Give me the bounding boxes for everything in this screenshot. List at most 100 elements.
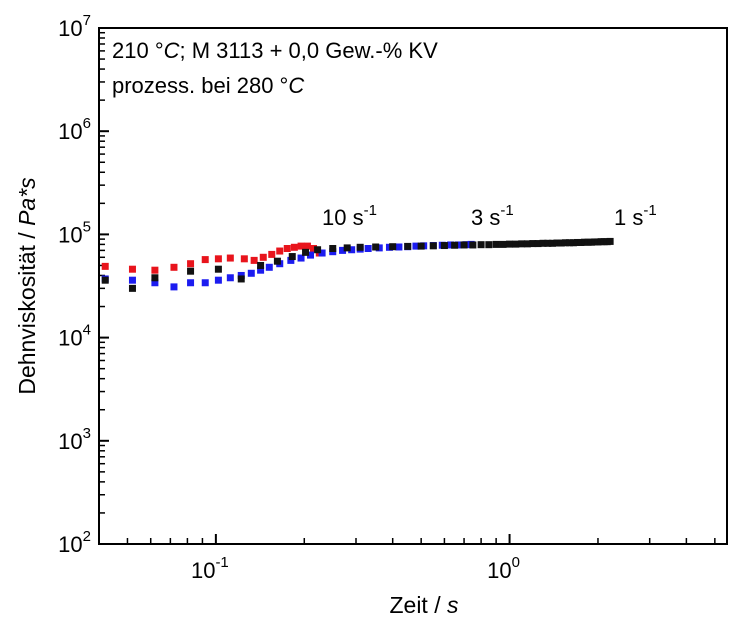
x-axis-title: Zeit / s bbox=[389, 592, 459, 618]
data-point bbox=[412, 242, 420, 250]
data-point bbox=[187, 267, 195, 275]
data-point bbox=[151, 279, 159, 287]
data-point bbox=[577, 238, 585, 246]
data-point bbox=[226, 254, 234, 262]
data-point bbox=[499, 240, 507, 248]
data-point bbox=[297, 242, 305, 250]
data-point bbox=[477, 241, 485, 249]
axis-ticks: 102 103 104 105 106 107 10-1 100 bbox=[58, 12, 716, 583]
data-point bbox=[606, 237, 614, 245]
data-point bbox=[283, 245, 291, 253]
data-point bbox=[237, 275, 245, 283]
data-point bbox=[506, 240, 514, 248]
data-point bbox=[265, 263, 273, 271]
data-point bbox=[356, 243, 364, 251]
data-point bbox=[290, 243, 298, 251]
data-point bbox=[512, 240, 520, 248]
data-point bbox=[151, 274, 159, 282]
x-tick-label: 10-1 bbox=[191, 554, 229, 583]
data-point bbox=[460, 241, 468, 249]
y-tick-label: 102 bbox=[58, 528, 91, 557]
y-tick-label: 107 bbox=[58, 12, 91, 41]
y-tick-label: 105 bbox=[58, 218, 91, 247]
data-point bbox=[451, 241, 459, 249]
data-point bbox=[187, 260, 195, 268]
data-point bbox=[348, 246, 356, 254]
series-label-3: 3 s-1 bbox=[471, 202, 514, 230]
data-point bbox=[307, 251, 315, 259]
data-point bbox=[303, 242, 311, 250]
data-point bbox=[247, 269, 255, 277]
data-point bbox=[404, 242, 412, 250]
data-point bbox=[573, 238, 581, 246]
data-point bbox=[257, 261, 265, 269]
data-point bbox=[447, 241, 455, 249]
data-point bbox=[250, 256, 258, 264]
data-point bbox=[389, 243, 397, 251]
data-point bbox=[273, 257, 281, 265]
data-point bbox=[302, 248, 310, 256]
data-point bbox=[395, 243, 403, 251]
data-point bbox=[288, 253, 296, 261]
data-point bbox=[128, 265, 136, 273]
data-point bbox=[170, 263, 178, 271]
data-point bbox=[566, 239, 574, 247]
data-point bbox=[440, 242, 448, 250]
data-point bbox=[548, 239, 556, 247]
data-point bbox=[214, 255, 222, 263]
data-point bbox=[128, 276, 136, 284]
data-point bbox=[339, 246, 347, 254]
data-point bbox=[469, 241, 477, 249]
data-point bbox=[417, 242, 425, 250]
data-point bbox=[214, 276, 222, 284]
y-tick-label: 106 bbox=[58, 115, 91, 144]
data-point bbox=[297, 254, 305, 262]
x-tick-label: 100 bbox=[487, 554, 520, 583]
data-point bbox=[310, 245, 318, 253]
data-point bbox=[375, 244, 383, 252]
data-point bbox=[257, 266, 265, 274]
data-point bbox=[539, 239, 547, 247]
y-axis-title: Dehnviskosität / Pa*s bbox=[14, 177, 40, 395]
data-point bbox=[518, 240, 526, 248]
data-point bbox=[268, 250, 276, 258]
data-point bbox=[372, 243, 380, 251]
data-point bbox=[287, 256, 295, 264]
data-point bbox=[187, 279, 195, 287]
data-point bbox=[128, 284, 136, 292]
data-point bbox=[492, 240, 500, 248]
data-point bbox=[214, 265, 222, 273]
data-point bbox=[534, 240, 542, 248]
data-point bbox=[101, 262, 109, 270]
data-point bbox=[553, 239, 561, 247]
data-point bbox=[523, 240, 531, 248]
data-point bbox=[429, 242, 437, 250]
data-point bbox=[201, 279, 209, 287]
y-tick-label: 103 bbox=[58, 425, 91, 454]
data-point bbox=[151, 266, 159, 274]
data-point bbox=[561, 239, 569, 247]
data-point bbox=[557, 239, 565, 247]
data-point bbox=[544, 239, 552, 247]
data-point bbox=[529, 240, 537, 248]
data-point bbox=[101, 276, 109, 284]
data-point bbox=[329, 245, 337, 253]
series-2 bbox=[101, 237, 614, 292]
data-point bbox=[318, 249, 326, 257]
data-point bbox=[259, 253, 267, 261]
series-label-10: 10 s-1 bbox=[322, 202, 377, 230]
data-point bbox=[201, 256, 209, 264]
data-point bbox=[276, 247, 284, 255]
annotation-line-1: 210 °C; M 3113 + 0,0 Gew.-% KV bbox=[112, 38, 438, 63]
plot-frame bbox=[98, 27, 728, 545]
data-points bbox=[101, 237, 614, 292]
data-point bbox=[485, 241, 493, 249]
data-point bbox=[343, 244, 351, 252]
data-point bbox=[454, 241, 462, 249]
data-point bbox=[569, 239, 577, 247]
data-point bbox=[170, 283, 178, 291]
data-point bbox=[226, 274, 234, 282]
series-label-1: 1 s-1 bbox=[614, 202, 657, 230]
annotation-line-2: prozess. bei 280 °C bbox=[112, 73, 304, 98]
